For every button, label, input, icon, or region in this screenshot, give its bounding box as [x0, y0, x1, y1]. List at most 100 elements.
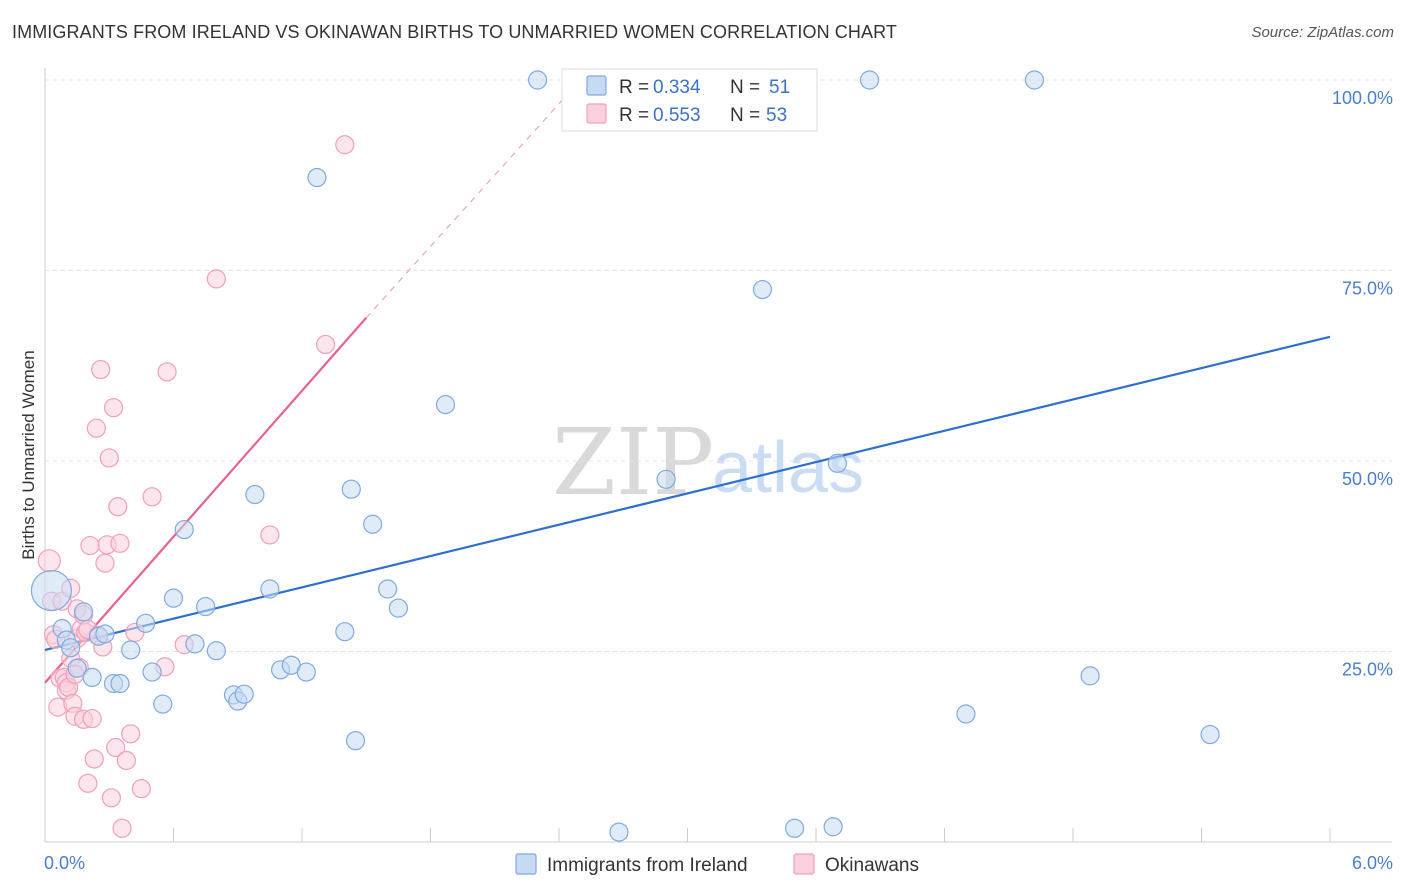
y-tick-label-75: 75.0% — [1342, 279, 1393, 299]
point-okinawans-39 — [112, 818, 132, 838]
point-ireland-32 — [363, 514, 383, 534]
point-ireland-5 — [73, 602, 94, 622]
chart-source: Source: ZipAtlas.com — [1251, 24, 1394, 41]
point-ireland-46 — [859, 70, 880, 90]
y-tick-label-50: 50.0% — [1342, 469, 1393, 489]
x-tick-label-max: 6.0% — [1352, 853, 1393, 873]
top-legend: R = 0.334 N = 51 R = 0.553 N = 53 — [561, 68, 818, 132]
point-okinawans-29 — [91, 359, 111, 380]
y-axis-title: Births to Unmarried Women — [19, 350, 38, 559]
bottom-legend-label-okinawans: Okinawans — [825, 855, 919, 876]
point-ireland-18 — [196, 596, 216, 617]
y-labels-layer: 25.0% 50.0% 75.0% 100.0% — [1332, 88, 1393, 680]
points-layer — [30, 70, 1220, 842]
point-ireland-27 — [296, 662, 316, 682]
point-okinawans-44 — [142, 487, 162, 507]
point-okinawans-49 — [260, 525, 280, 545]
point-okinawans-25 — [82, 708, 102, 729]
legend-n-value-okinawans: 53 — [766, 105, 787, 126]
point-okinawans-51 — [335, 135, 355, 155]
axes-layer — [44, 68, 1392, 843]
point-ireland-47 — [956, 704, 976, 724]
point-ireland-39 — [656, 469, 676, 489]
point-ireland-49 — [1080, 666, 1100, 686]
bottom-legend-label-ireland: Immigrants from Ireland — [547, 855, 748, 876]
point-ireland-34 — [388, 598, 408, 618]
bottom-legend: Immigrants from Ireland Okinawans — [515, 853, 919, 876]
trend-layer — [44, 79, 1331, 684]
point-ireland-28 — [307, 167, 327, 188]
point-ireland-24 — [260, 579, 280, 599]
point-okinawans-46 — [157, 362, 177, 382]
point-ireland-10 — [110, 673, 130, 694]
point-ireland-11 — [121, 640, 141, 660]
point-ireland-36 — [527, 70, 548, 90]
point-okinawans-36 — [106, 737, 126, 758]
point-okinawans-35 — [103, 398, 124, 418]
point-okinawans-26 — [84, 749, 104, 769]
bottom-legend-swatch-ireland — [515, 853, 537, 875]
point-ireland-35 — [435, 395, 456, 415]
y-tick-label-100: 100.0% — [1332, 88, 1393, 108]
x-tick-label-min: 0.0% — [44, 853, 85, 873]
point-ireland-42 — [752, 279, 773, 300]
trend-line-ireland — [44, 335, 1331, 652]
point-okinawans-33 — [99, 448, 119, 468]
point-okinawans-0 — [37, 549, 61, 573]
point-ireland-6 — [82, 667, 102, 688]
grid-layer — [45, 79, 1392, 652]
point-ireland-38 — [609, 822, 629, 842]
bottom-legend-swatch-okinawans — [793, 853, 815, 875]
point-ireland-23 — [245, 484, 265, 505]
point-ireland-22 — [234, 684, 254, 704]
point-ireland-19 — [206, 641, 226, 661]
point-ireland-48 — [1024, 70, 1045, 90]
point-okinawans-50 — [315, 334, 336, 355]
point-ireland-43 — [784, 818, 805, 838]
point-ireland-12 — [136, 613, 156, 633]
legend-n-label-ireland: N = — [730, 77, 760, 98]
legend-n-value-ireland: 51 — [769, 77, 790, 98]
trend-extension-okinawans — [365, 79, 581, 319]
point-ireland-8 — [95, 624, 115, 644]
point-okinawans-27 — [86, 418, 107, 438]
point-okinawans-38 — [110, 533, 130, 553]
legend-swatch-okinawans — [586, 103, 607, 124]
point-ireland-44 — [823, 817, 843, 837]
point-ireland-3 — [61, 638, 81, 658]
point-ireland-45 — [827, 453, 848, 473]
legend-swatch-ireland — [586, 75, 607, 96]
legend-r-label-okinawans: R = — [619, 105, 649, 126]
point-ireland-16 — [174, 519, 194, 540]
point-ireland-4 — [67, 658, 87, 678]
point-ireland-14 — [153, 694, 173, 714]
legend-n-label-okinawans: N = — [730, 105, 760, 126]
point-okinawans-41 — [121, 724, 141, 744]
watermark-zip: ZIP — [552, 409, 714, 516]
point-okinawans-22 — [78, 773, 98, 793]
point-okinawans-31 — [95, 553, 115, 573]
x-ticks-layer — [44, 828, 1331, 842]
trend-line-okinawans — [44, 317, 368, 684]
point-okinawans-40 — [116, 750, 136, 771]
point-okinawans-24 — [80, 535, 100, 556]
point-okinawans-34 — [101, 788, 121, 808]
point-ireland-33 — [378, 579, 398, 599]
point-ireland-30 — [345, 731, 366, 751]
point-okinawans-43 — [131, 779, 151, 799]
point-ireland-17 — [185, 634, 205, 654]
point-ireland-29 — [335, 622, 355, 642]
point-ireland-0 — [30, 569, 73, 612]
y-tick-label-25: 25.0% — [1342, 660, 1393, 680]
point-ireland-31 — [341, 479, 361, 499]
legend-r-label-ireland: R = — [619, 77, 649, 98]
point-ireland-15 — [163, 588, 184, 608]
point-ireland-50 — [1200, 724, 1220, 745]
point-okinawans-37 — [108, 497, 128, 517]
legend-r-value-ireland: 0.334 — [653, 77, 701, 98]
point-okinawans-48 — [206, 269, 226, 289]
chart-title: IMMIGRANTS FROM IRELAND VS OKINAWAN BIRT… — [12, 22, 897, 42]
point-ireland-13 — [142, 662, 162, 682]
legend-r-value-okinawans: 0.553 — [653, 105, 701, 126]
